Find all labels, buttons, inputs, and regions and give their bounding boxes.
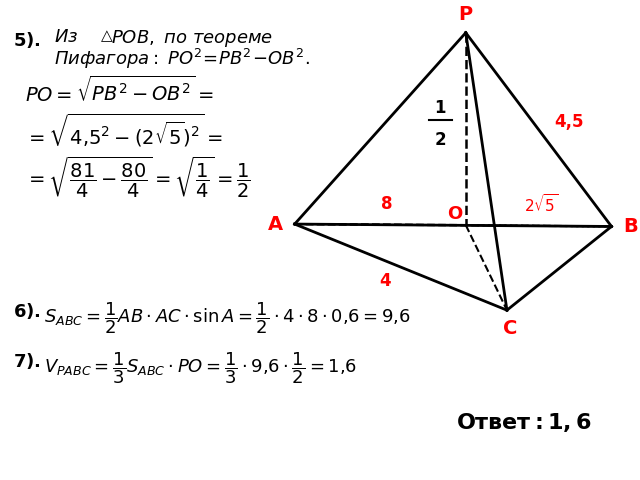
Text: $PO = \sqrt{PB^2 - OB^2} =$: $PO = \sqrt{PB^2 - OB^2} =$ (26, 76, 214, 106)
Text: $\mathbf{7).}$: $\mathbf{7).}$ (13, 351, 40, 371)
Text: $\mathit{Пифагора:\ PO^2\!=\!PB^2\!-\!OB^2.}$: $\mathit{Пифагора:\ PO^2\!=\!PB^2\!-\!OB… (54, 47, 310, 71)
Text: $\mathbf{5).}$: $\mathbf{5).}$ (13, 30, 40, 50)
Text: 2: 2 (435, 131, 446, 149)
Text: $\mathit{Из}$: $\mathit{Из}$ (54, 28, 78, 46)
Text: 4: 4 (380, 272, 391, 290)
Text: $\mathit{POB,\ по\ теореме}$: $\mathit{POB,\ по\ теореме}$ (111, 28, 273, 49)
Text: $\mathbf{6).}$: $\mathbf{6).}$ (13, 300, 40, 321)
Text: $= \sqrt{4{,}5^2 - (2\sqrt{5})^2} =$: $= \sqrt{4{,}5^2 - (2\sqrt{5})^2} =$ (26, 112, 223, 149)
Text: C: C (503, 319, 517, 338)
Text: $\triangle$: $\triangle$ (98, 28, 115, 44)
Text: O: O (447, 204, 463, 223)
Text: 8: 8 (381, 194, 392, 213)
Text: $\mathbf{Ответ: 1,6}$: $\mathbf{Ответ: 1,6}$ (456, 410, 592, 433)
Text: 1: 1 (435, 99, 446, 117)
Text: 4,5: 4,5 (554, 113, 584, 132)
Text: $V_{PABC} = \dfrac{1}{3} S_{ABC} \cdot PO = \dfrac{1}{3} \cdot 9{,}6 \cdot \dfra: $V_{PABC} = \dfrac{1}{3} S_{ABC} \cdot P… (44, 351, 358, 386)
Text: $S_{ABC} = \dfrac{1}{2} AB \cdot AC \cdot \sin A = \dfrac{1}{2} \cdot 4 \cdot 8 : $S_{ABC} = \dfrac{1}{2} AB \cdot AC \cdo… (44, 300, 412, 336)
Text: P: P (459, 5, 473, 24)
Text: $= \sqrt{\dfrac{81}{4} - \dfrac{80}{4}} = \sqrt{\dfrac{1}{4}} = \dfrac{1}{2}$: $= \sqrt{\dfrac{81}{4} - \dfrac{80}{4}} … (26, 155, 251, 200)
Text: $2\sqrt{5}$: $2\sqrt{5}$ (525, 193, 559, 215)
Text: A: A (268, 215, 284, 234)
Text: B: B (623, 217, 637, 236)
